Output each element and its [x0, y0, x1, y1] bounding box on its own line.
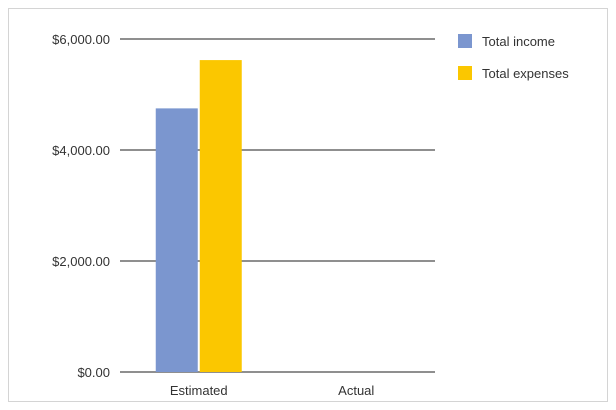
legend-label: Total income: [482, 34, 555, 49]
legend-swatch: [458, 34, 472, 48]
y-tick-label: $4,000.00: [52, 143, 110, 158]
y-tick-label: $0.00: [77, 365, 110, 380]
bars: [155, 60, 242, 373]
legend-swatch: [458, 66, 472, 80]
bar-total-income-estimated: [155, 108, 198, 372]
legend: Total income Total expenses: [458, 34, 569, 81]
y-axis-ticks: $0.00 $2,000.00 $4,000.00 $6,000.00: [52, 32, 110, 380]
x-tick-label: Actual: [338, 383, 374, 398]
y-tick-label: $6,000.00: [52, 32, 110, 47]
bar-total-expenses-estimated: [199, 60, 242, 373]
x-tick-label: Estimated: [170, 383, 228, 398]
legend-label: Total expenses: [482, 66, 569, 81]
x-axis-ticks: Estimated Actual: [170, 383, 375, 398]
y-tick-label: $2,000.00: [52, 254, 110, 269]
chart-frame: [8, 8, 608, 402]
